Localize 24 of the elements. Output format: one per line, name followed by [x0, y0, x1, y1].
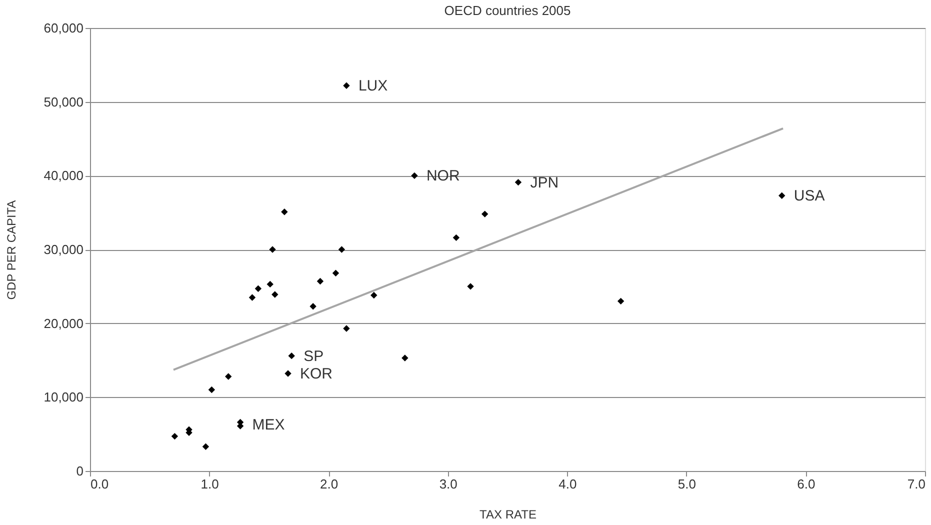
x-tick-label: 4.0	[558, 476, 577, 492]
x-tick-label: 2.0	[320, 476, 338, 492]
y-tick-label: 0	[76, 464, 84, 478]
x-tick-label: 3.0	[439, 476, 458, 492]
x-tick-label: 6.0	[797, 476, 816, 492]
x-tick-label: 5.0	[678, 476, 696, 492]
x-tick-label: 1.0	[200, 476, 219, 492]
x-axis-title: TAX RATE	[480, 508, 536, 522]
chart-title: OECD countries 2005	[444, 3, 571, 18]
y-tick-label: 50,000	[44, 94, 84, 110]
annotation: LUX	[358, 78, 388, 95]
y-tick-label: 30,000	[44, 242, 84, 257]
y-tick-label: 60,000	[44, 20, 84, 36]
y-tick-label: 20,000	[44, 316, 84, 331]
annotation: MEX	[252, 416, 285, 434]
annotation: KOR	[300, 366, 333, 383]
x-tick-label: 0.0	[90, 476, 109, 492]
y-axis-title: GDP PER CAPITA	[4, 200, 19, 300]
annotation: USA	[794, 188, 825, 205]
annotation: JPN	[530, 174, 559, 192]
y-tick-label: 10,000	[44, 390, 84, 405]
y-tick-label: 40,000	[44, 168, 84, 184]
x-tick-label: 7.0	[907, 476, 926, 492]
annotation: SP	[304, 348, 324, 365]
